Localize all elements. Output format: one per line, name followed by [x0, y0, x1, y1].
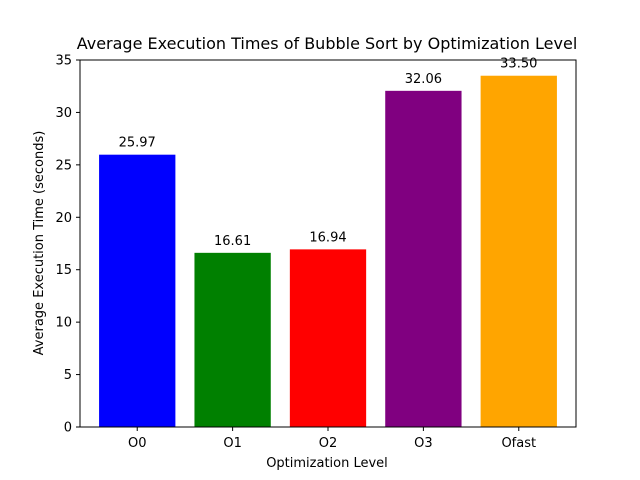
x-axis: O0 O1 O2 O3 Ofast: [128, 427, 536, 451]
x-axis-label: Optimization Level: [266, 456, 388, 471]
bar: [480, 75, 557, 427]
data-labels-group: 25.97 16.61 16.94 32.06 33.50: [119, 57, 538, 249]
bar: [385, 90, 462, 427]
x-tick-label: Ofast: [501, 436, 536, 451]
chart-title: Average Execution Times of Bubble Sort b…: [77, 34, 578, 53]
y-axis: 0 5 10 15 20 25 30 35: [55, 54, 80, 436]
y-tick-label: 15: [55, 263, 72, 278]
bar-value-label: 33.50: [500, 57, 537, 72]
x-tick-label: O0: [128, 436, 147, 451]
y-tick-label: 5: [64, 368, 72, 383]
bar-value-label: 16.61: [214, 234, 251, 249]
y-tick-label: 25: [55, 158, 72, 173]
y-tick-label: 20: [55, 211, 72, 226]
x-tick-label: O1: [223, 436, 242, 451]
plot-frame: [79, 59, 577, 428]
bars-group: [99, 75, 557, 427]
y-tick-label: 10: [55, 316, 72, 331]
bar: [194, 252, 271, 427]
x-tick-label: O2: [319, 436, 338, 451]
bar-value-label: 16.94: [309, 230, 346, 245]
y-tick-label: 0: [64, 421, 72, 436]
y-tick-label: 35: [55, 54, 72, 69]
bar-value-label: 32.06: [405, 72, 442, 87]
bar: [289, 249, 367, 427]
x-tick-label: O3: [414, 436, 433, 451]
bar: [99, 154, 176, 427]
bar-value-label: 25.97: [119, 136, 156, 151]
y-tick-label: 30: [55, 106, 72, 121]
y-axis-label: Average Execution Time (seconds): [32, 131, 47, 356]
